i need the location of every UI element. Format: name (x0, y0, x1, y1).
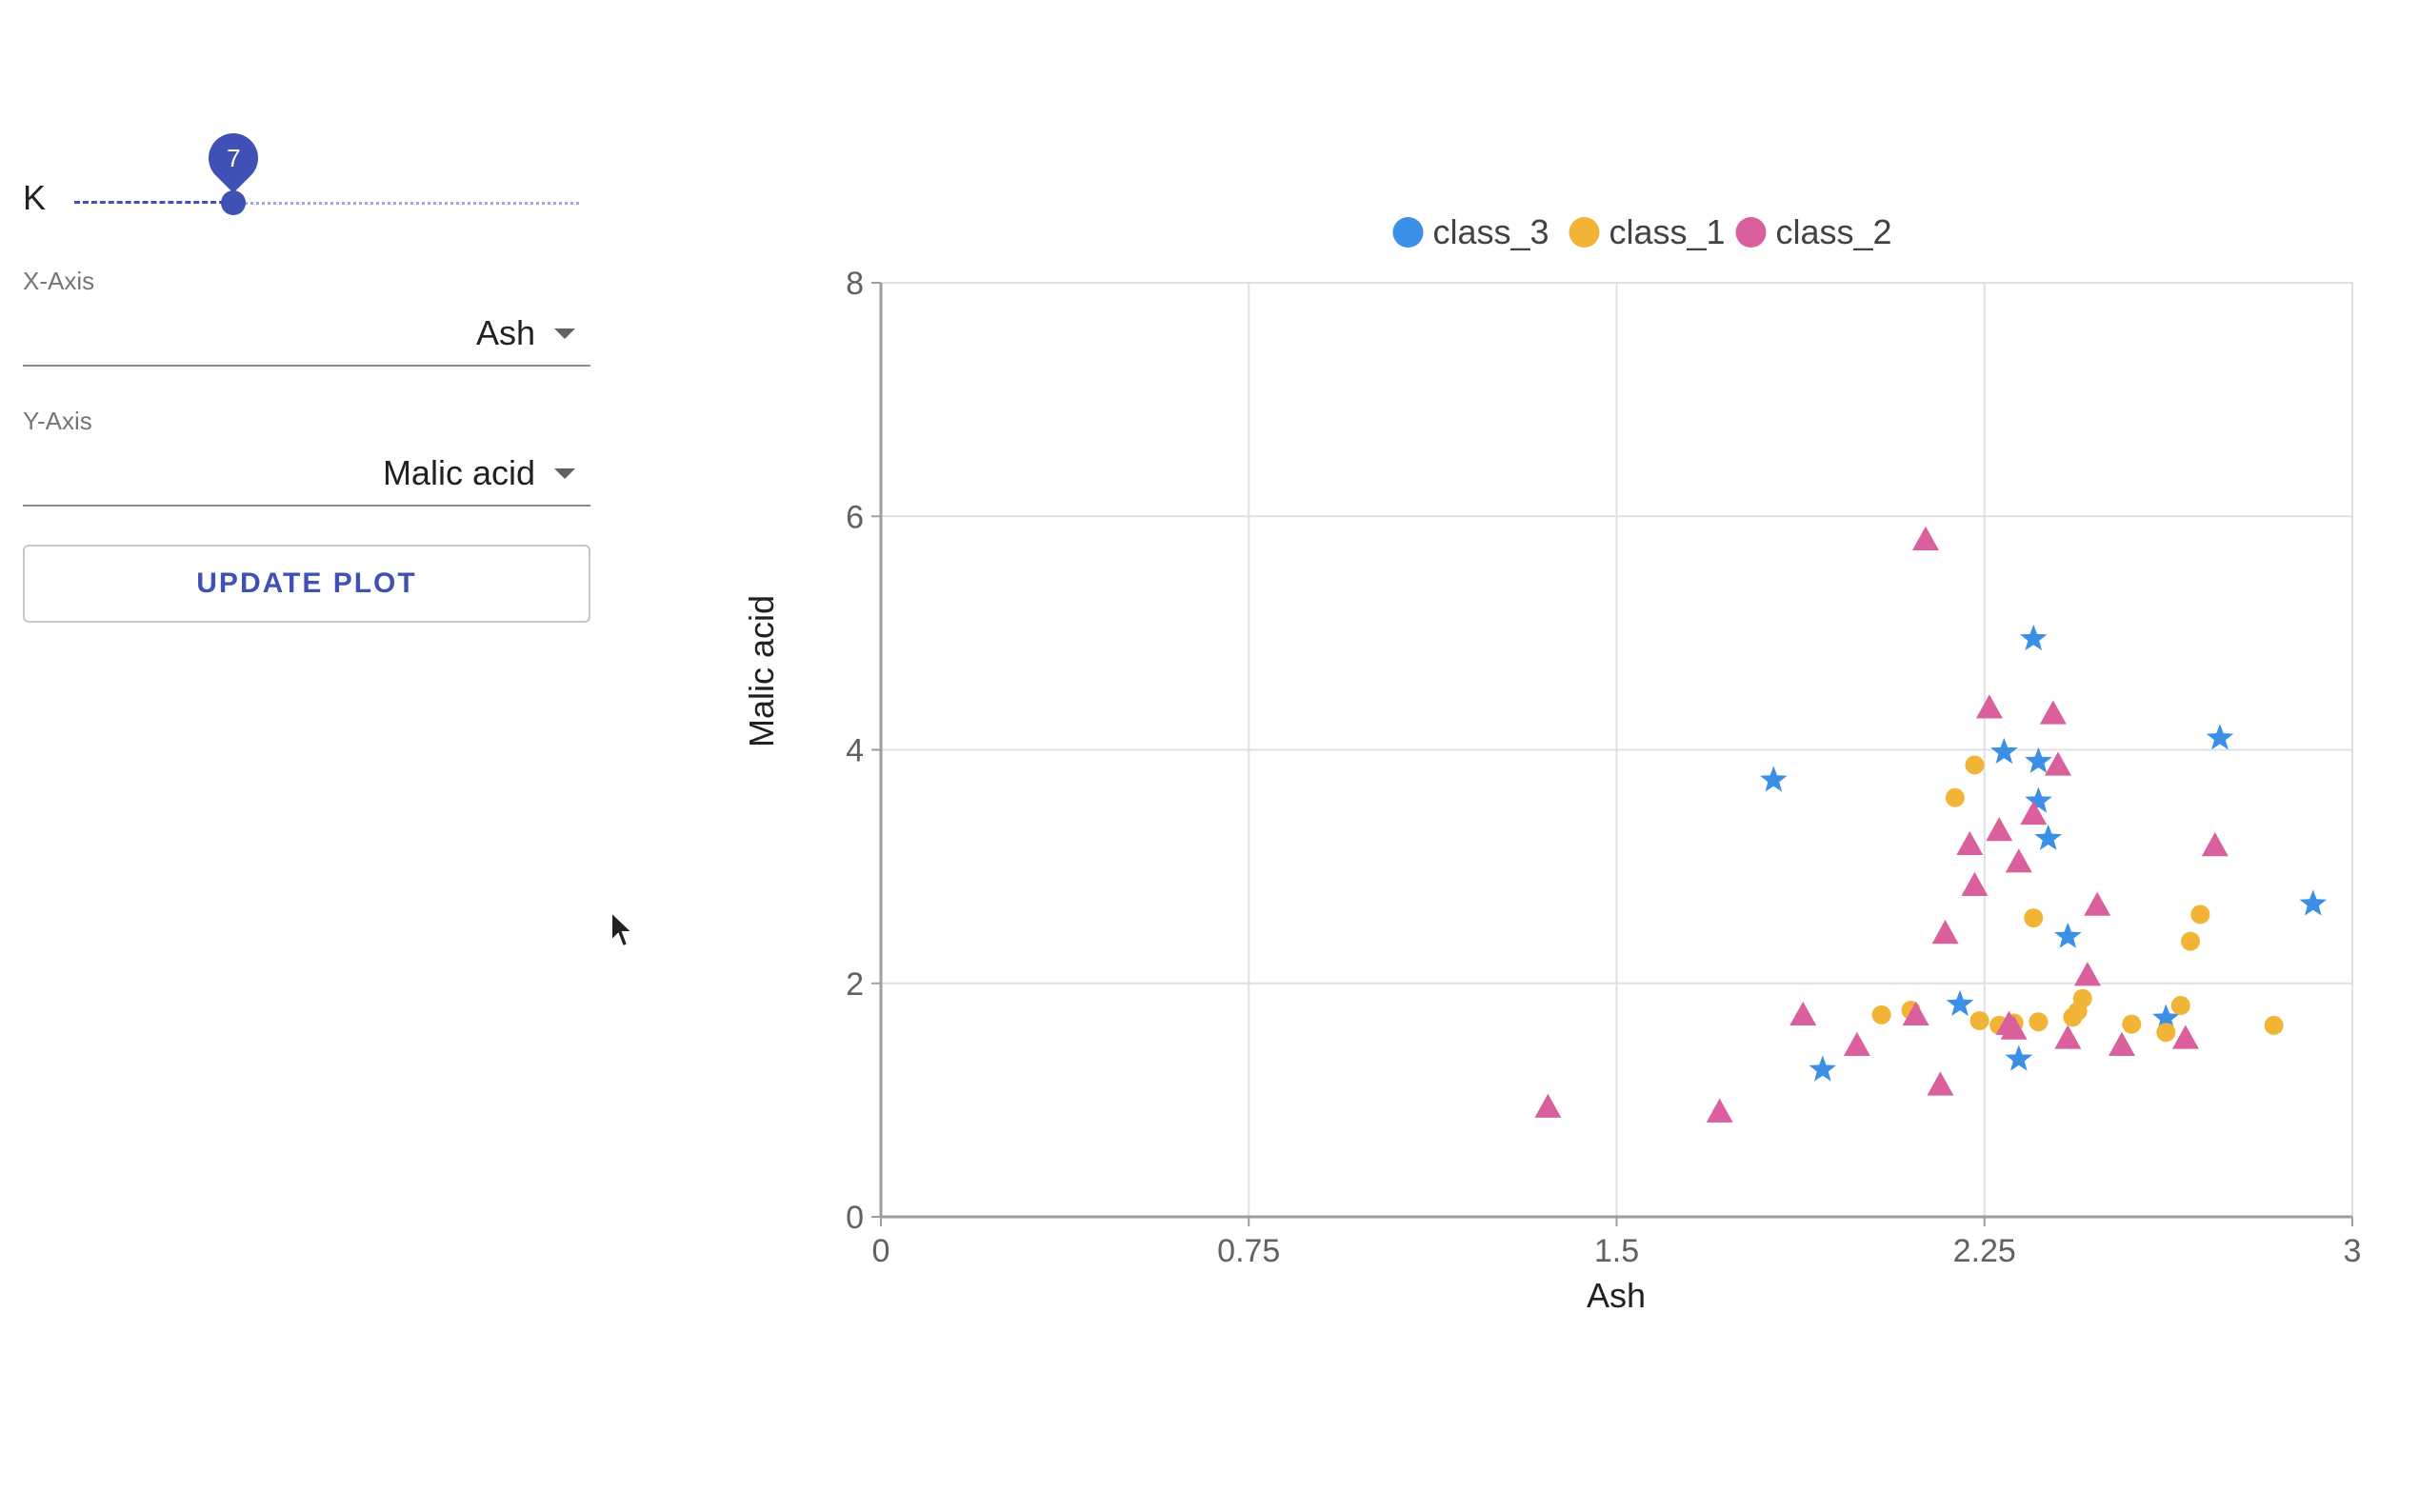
class_3-point (2025, 786, 2052, 813)
class_3-legend-dot (1392, 217, 1424, 248)
class_2-point (1927, 1071, 1954, 1096)
class_1-point (2181, 931, 2201, 951)
class_2-point (2084, 891, 2111, 916)
y-tick-label: 8 (846, 266, 864, 302)
class_1-point (1969, 1010, 1989, 1030)
class_2-point (2039, 700, 2067, 725)
x-tick-label: 2.25 (1953, 1233, 2016, 1269)
class_2-point (1706, 1098, 1733, 1123)
class_2-point (1986, 817, 2013, 842)
y-tick-label: 2 (846, 966, 864, 1003)
class_3-point (2034, 824, 2062, 850)
class_3-point (1809, 1055, 1837, 1082)
chart-axes: 0 0.75 1.5 2.25 3 0 2 4 6 8 (846, 266, 2361, 1269)
y-tick-label: 0 (846, 1200, 864, 1236)
class_3-point (2025, 746, 2052, 773)
class_2-point (2054, 1025, 2082, 1049)
class_1-legend-dot (1569, 217, 1600, 248)
class_2-point (2171, 1025, 2199, 1049)
k-label: K (23, 178, 47, 217)
x-tick-label: 1.5 (1594, 1233, 1639, 1269)
class_2-point (1843, 1031, 1870, 1056)
y-axis-select-value: Malic acid (382, 453, 535, 492)
x-tick-label: 0 (872, 1233, 890, 1269)
class_1-point (2029, 1012, 2049, 1032)
class_2-point (2201, 832, 2229, 857)
k-value-label: 7 (227, 144, 241, 172)
caret-down-icon (554, 468, 575, 479)
class_2-legend-dot (1735, 217, 1767, 248)
k-slider-track[interactable] (233, 202, 579, 205)
class_3-point (1760, 766, 1788, 792)
class_1-point (2170, 996, 2190, 1016)
class_1-point (2156, 1023, 2176, 1043)
class_2-point (1902, 1001, 1929, 1026)
class_3-point (2020, 625, 2048, 651)
class_1-point (2024, 908, 2044, 928)
y-axis-label: Y-Axis (23, 407, 92, 435)
class_3-point (1990, 738, 2018, 765)
x-axis-select[interactable]: Ash (23, 304, 590, 367)
mouse-cursor-icon (610, 910, 635, 948)
y-tick-label: 6 (846, 499, 864, 535)
update-plot-button[interactable]: UPDATE PLOT (23, 545, 590, 623)
x-axis-select-value: Ash (475, 313, 535, 352)
legend-entry[interactable]: class_3 (1433, 212, 1549, 251)
x-axis-label: X-Axis (23, 267, 95, 295)
class_2-point (2045, 751, 2071, 776)
controls-panel: K 7 X-Axis Ash Y-Axis Malic acid UPDATE … (0, 0, 610, 1512)
x-axis-title: Ash (1587, 1276, 1646, 1315)
caret-down-icon (554, 328, 575, 339)
class_3-point (2054, 922, 2082, 948)
chart-grid (881, 282, 2353, 1217)
class_2-point (2000, 1015, 2028, 1040)
class_2-point (2108, 1031, 2135, 1056)
class_2-point (1534, 1093, 1562, 1118)
class_3-point (2005, 1044, 2033, 1071)
y-axis-field: Y-Axis Malic acid (23, 407, 590, 507)
class_2-point (1911, 526, 1939, 550)
y-axis-select[interactable]: Malic acid (23, 444, 590, 507)
class_3-point (2206, 724, 2234, 750)
legend-entry[interactable]: class_1 (1609, 212, 1726, 251)
class_1-point (2264, 1015, 2284, 1035)
class_1-point (1965, 755, 1985, 775)
legend-entry[interactable]: class_2 (1776, 212, 1892, 251)
chart-points (1534, 526, 2328, 1123)
x-tick-label: 0.75 (1217, 1233, 1280, 1269)
class_3-point (2299, 889, 2328, 916)
class_1-point (2122, 1014, 2142, 1034)
class_2-point (2020, 800, 2048, 826)
class_2-point (1961, 871, 1989, 896)
k-slider-thumb[interactable] (221, 190, 247, 215)
y-axis-title: Malic acid (742, 595, 781, 747)
class_2-point (1931, 920, 1959, 945)
class_2-point (2073, 962, 2101, 986)
class_2-point (1975, 694, 2003, 719)
y-tick-label: 4 (846, 733, 864, 769)
class_2-point (1956, 830, 1984, 856)
x-tick-label: 3 (2344, 1233, 2362, 1269)
class_2-point (2005, 848, 2032, 873)
class_1-point (2190, 905, 2210, 925)
class_1-point (1871, 1005, 1891, 1025)
k-slider-track-active[interactable] (74, 201, 234, 207)
class_2-point (1789, 1001, 1817, 1026)
class_1-point (1945, 787, 1965, 807)
scatter-chart: class_3 class_1 class_2 0 0.75 1.5 2.25 3 0 2 4 6 8… (742, 212, 2361, 1315)
class_3-point (2152, 1004, 2180, 1030)
class_1-point (2072, 988, 2092, 1008)
class_3-point (1946, 989, 1974, 1016)
x-axis-field: X-Axis Ash (23, 267, 590, 367)
chart-legend: class_3 class_1 class_2 (1392, 212, 1892, 251)
k-slider[interactable]: 7 (74, 123, 579, 248)
